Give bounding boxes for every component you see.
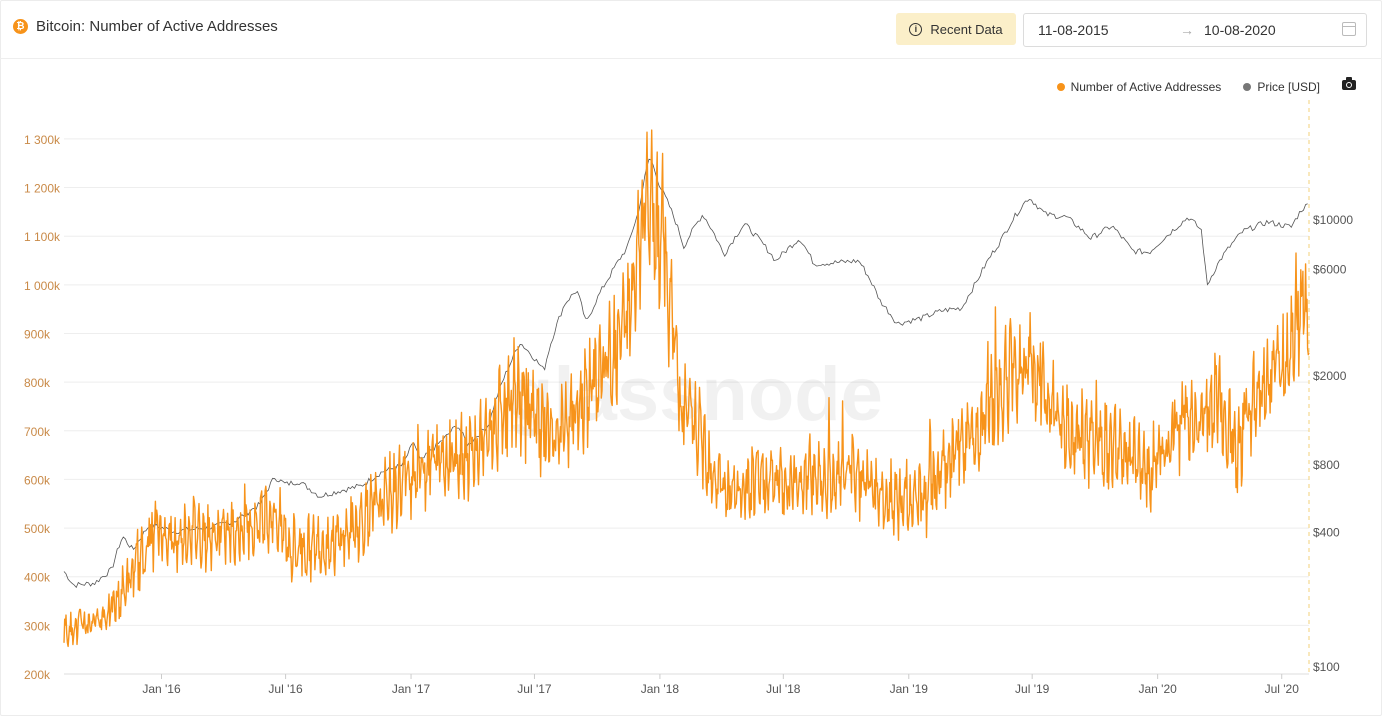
y-right-tick-label: $10000 <box>1313 213 1353 227</box>
x-axis: Jan '16 Jul '16 Jan '17 Jul '17 Jan '18 Jul '… <box>142 674 1299 696</box>
date-from-input[interactable] <box>1036 21 1160 39</box>
x-tick-label: Jul '18 <box>766 682 801 696</box>
series-group <box>63 129 1310 648</box>
x-tick-label: Jan '18 <box>641 682 680 696</box>
y-axis-right: $100 $400 $800 $2000 $6000 $10000 <box>1313 213 1353 674</box>
info-icon: i <box>909 22 923 36</box>
y-right-tick-label: $400 <box>1313 525 1340 539</box>
series-line-price <box>63 158 1308 589</box>
y-left-tick-label: 1 100k <box>24 230 61 244</box>
y-axis-left: 200k 300k 400k 500k 600k 700k 800k 900k 1 000k 1 … <box>24 133 61 682</box>
x-tick-label: Jan '19 <box>890 682 929 696</box>
y-left-tick-label: 700k <box>24 425 51 439</box>
title-area: ₿ Bitcoin: Number of Active Addresses <box>13 18 278 35</box>
recent-data-button[interactable]: i Recent Data <box>896 13 1016 45</box>
legend-item-price[interactable]: Price [USD] <box>1243 80 1320 94</box>
legend-label-price: Price [USD] <box>1257 80 1320 94</box>
legend-dot-active-addresses <box>1056 83 1065 91</box>
x-tick-label: Jul '16 <box>268 682 303 696</box>
y-left-tick-label: 300k <box>24 619 51 633</box>
bitcoin-icon: ₿ <box>13 19 28 34</box>
legend-item-active-addresses[interactable]: Number of Active Addresses <box>1056 80 1222 94</box>
x-tick-label: Jul '20 <box>1265 682 1300 696</box>
date-range-picker[interactable]: → <box>1023 13 1367 47</box>
y-right-tick-label: $800 <box>1313 458 1340 472</box>
y-left-tick-label: 800k <box>24 376 51 390</box>
y-left-tick-label: 500k <box>24 522 51 536</box>
x-tick-label: Jan '17 <box>392 682 431 696</box>
y-left-tick-label: 200k <box>24 668 51 682</box>
recent-data-label: Recent Data <box>930 21 1003 37</box>
series-line-active-addresses <box>63 129 1310 648</box>
x-tick-label: Jul '17 <box>517 682 552 696</box>
y-left-tick-label: 400k <box>24 571 51 585</box>
arrow-right-icon: → <box>1180 22 1194 38</box>
legend-label-active-addresses: Number of Active Addresses <box>1070 80 1222 94</box>
y-left-tick-label: 900k <box>24 327 51 341</box>
legend-dot-price <box>1243 83 1252 91</box>
y-left-tick-label: 1 200k <box>24 182 61 196</box>
chart-header: ₿ Bitcoin: Number of Active Addresses i … <box>0 0 1382 59</box>
y-left-tick-label: 600k <box>24 473 51 487</box>
chart-legend: Number of Active Addresses Price [USD] <box>1035 80 1320 94</box>
x-tick-label: Jan '20 <box>1138 682 1177 696</box>
x-tick-label: Jul '19 <box>1015 682 1050 696</box>
calendar-icon[interactable] <box>1342 22 1356 36</box>
y-left-tick-label: 1 300k <box>24 133 61 147</box>
x-tick-label: Jan '16 <box>142 682 181 696</box>
chart-title: Bitcoin: Number of Active Addresses <box>36 18 278 35</box>
y-right-tick-label: $6000 <box>1313 263 1347 277</box>
date-to-input[interactable] <box>1202 21 1326 39</box>
y-right-tick-label: $100 <box>1313 660 1340 674</box>
y-left-tick-label: 1 000k <box>24 279 61 293</box>
y-right-tick-label: $2000 <box>1313 369 1347 383</box>
camera-icon[interactable] <box>1342 77 1356 90</box>
